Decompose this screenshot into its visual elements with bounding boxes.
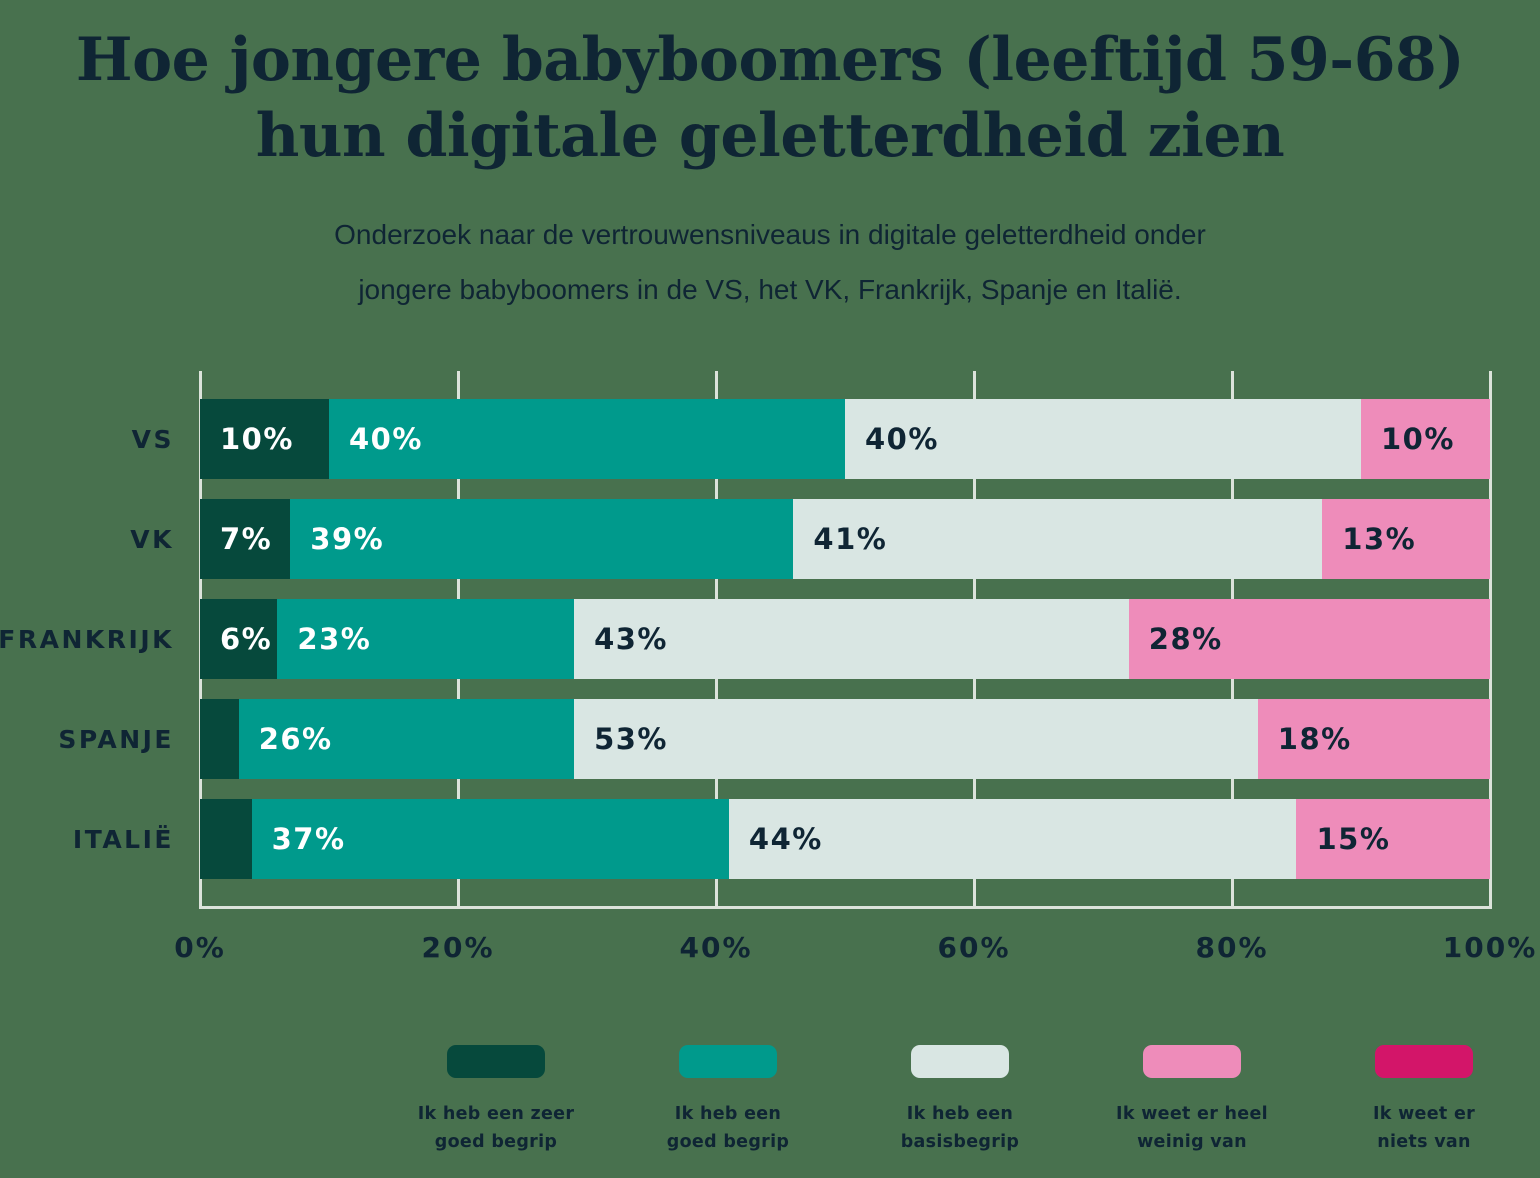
legend-swatch-ikhebeengoedbegrip <box>679 1045 777 1078</box>
x-tick-80: 80% <box>1195 931 1269 964</box>
legend-item-ikweeterheelweinigvan: Ik weet er heel weinig van <box>1076 1045 1308 1156</box>
segment-value-label: 53% <box>594 722 668 756</box>
bar-segment-spanje-ikhebeengoedbegrip: 26% <box>238 699 575 779</box>
segment-value-label: 37% <box>271 822 346 856</box>
bar-segment-vs-ikhebeenzeergoedbegrip: 10% <box>200 399 329 479</box>
segment-value-label: 10% <box>220 422 294 456</box>
bar-segment-italie-ikhebeenbasisbegrip: 44% <box>728 799 1297 879</box>
chart-title: Hoe jongere babyboomers (leeftijd 59-68)… <box>75 25 1465 172</box>
bar-segment-vs-ikhebeenbasisbegrip: 40% <box>845 399 1361 479</box>
bar-segment-spanje-ikhebeenzeergoedbegrip <box>200 699 239 779</box>
bar-segment-frankrijk-ikweeterheelweinigvan: 28% <box>1128 599 1490 679</box>
row-label-italie: ITALIË <box>72 824 174 854</box>
segment-value-label: 40% <box>349 422 423 456</box>
bar-segment-vk-ikhebeenzeergoedbegrip: 7% <box>200 499 291 579</box>
row-label-frankrijk: FRANKRIJK <box>0 624 174 654</box>
x-tick-60: 60% <box>937 931 1011 964</box>
bar-segment-italie-ikweeterheelweinigvan: 15% <box>1296 799 1490 879</box>
legend-label-ikweeternietsvan: Ik weet er niets van <box>1372 1104 1476 1152</box>
segment-value-label: 13% <box>1342 522 1417 556</box>
bar-segment-spanje-ikhebeenbasisbegrip: 53% <box>574 699 1258 779</box>
segment-value-label: 15% <box>1316 822 1391 856</box>
bar-segment-vk-ikweeterheelweinigvan: 13% <box>1322 499 1490 579</box>
x-tick-40: 40% <box>679 931 753 964</box>
bar-segment-italie-ikhebeengoedbegrip: 37% <box>251 799 729 879</box>
segment-value-label: 18% <box>1277 722 1352 756</box>
legend-label-ikhebeenbasisbegrip: Ik heb een basisbegrip <box>900 1104 1020 1152</box>
bar-segment-frankrijk-ikhebeengoedbegrip: 23% <box>277 599 575 679</box>
bar-segment-vk-ikhebeengoedbegrip: 39% <box>290 499 794 579</box>
bar-segment-vk-ikhebeenbasisbegrip: 41% <box>793 499 1323 579</box>
legend-label-ikweeterheelweinigvan: Ik weet er heel weinig van <box>1116 1104 1268 1152</box>
bar-row-frankrijk: FRANKRIJK 6% 23% 43% 28% <box>0 599 1490 679</box>
plot-area: VS 10% 40% 40% 10% VK 7% 39% 41% 13% FRANKRIJK 6% 23… <box>0 371 1492 909</box>
x-axis-ticks: 0% 20% 40% 60% 80% 100% <box>174 909 1535 979</box>
segment-value-label: 40% <box>865 422 939 456</box>
legend-label-ikhebeenzeergoedbegrip: Ik heb een zeer goed begrip <box>417 1104 575 1152</box>
segment-value-label: 28% <box>1148 622 1223 656</box>
x-tick-0: 0% <box>174 931 226 964</box>
bar-segment-frankrijk-ikhebeenbasisbegrip: 43% <box>574 599 1129 679</box>
x-axis-line <box>199 906 1491 909</box>
row-label-vk: VK <box>130 524 174 554</box>
row-label-vs: VS <box>131 424 174 454</box>
bar-row-spanje: SPANJE 26% 53% 18% <box>58 699 1490 779</box>
legend-swatch-ikweeterheelweinigvan <box>1143 1045 1241 1078</box>
gridline-100 <box>1488 371 1492 909</box>
x-tick-100: 100% <box>1442 931 1538 964</box>
segment-value-label: 26% <box>258 722 333 756</box>
legend-label-ikhebeengoedbegrip: Ik heb een goed begrip <box>666 1104 790 1152</box>
bar-segment-italie-ikhebeenzeergoedbegrip <box>200 799 252 879</box>
segment-value-label: 44% <box>748 822 823 856</box>
legend-swatch-ikweeternietsvan <box>1375 1045 1473 1078</box>
segment-value-label: 23% <box>297 622 372 656</box>
segment-value-label: 10% <box>1381 422 1455 456</box>
legend-swatch-ikhebeenbasisbegrip <box>911 1045 1009 1078</box>
x-tick-20: 20% <box>421 931 495 964</box>
legend-item-ikhebeengoedbegrip: Ik heb een goed begrip <box>612 1045 844 1156</box>
bar-row-vs: VS 10% 40% 40% 10% <box>132 399 1490 479</box>
row-label-spanje: SPANJE <box>58 724 174 754</box>
bar-segment-vs-ikhebeengoedbegrip: 40% <box>329 399 845 479</box>
chart-subtitle: Onderzoek naar de vertrouwensniveaus in … <box>334 219 1206 305</box>
bar-segment-spanje-ikweeterheelweinigvan: 18% <box>1257 699 1490 779</box>
legend: Ik heb een zeer goed begrip Ik heb een go… <box>380 1045 1540 1156</box>
bar-row-vk: VK 7% 39% 41% 13% <box>130 499 1490 579</box>
bar-segment-frankrijk-ikhebeenzeergoedbegrip: 6% <box>200 599 278 679</box>
segment-value-label: 7% <box>220 522 273 556</box>
segment-value-label: 39% <box>310 522 385 556</box>
bar-row-italie: ITALIË 37% 44% 15% <box>73 799 1490 879</box>
legend-item-ikweeternietsvan: Ik weet er niets van <box>1308 1045 1540 1156</box>
legend-swatch-ikhebeenzeergoedbegrip <box>447 1045 545 1078</box>
legend-item-ikhebeenbasisbegrip: Ik heb een basisbegrip <box>844 1045 1076 1156</box>
bar-segment-vs-ikweeterheelweinigvan: 10% <box>1361 399 1490 479</box>
legend-item-ikhebeenzeergoedbegrip: Ik heb een zeer goed begrip <box>380 1045 612 1156</box>
segment-value-label: 41% <box>813 522 888 556</box>
segment-value-label: 43% <box>594 622 668 656</box>
segment-value-label: 6% <box>220 622 273 656</box>
